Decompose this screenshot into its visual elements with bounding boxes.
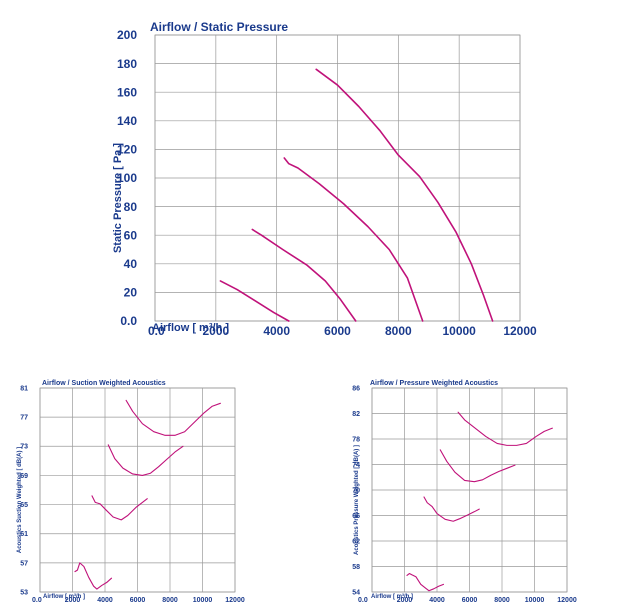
series-line-1 [406, 572, 445, 592]
y-tick-label: 77 [20, 415, 28, 422]
y-tick-label: 200 [117, 28, 137, 42]
y-tick-label: 86 [352, 385, 360, 392]
series-line-4 [457, 411, 553, 446]
y-tick-label: 82 [352, 411, 360, 418]
x-tick-label: 8000 [162, 597, 178, 603]
x-tick-label: 12000 [225, 597, 245, 603]
series-line-3 [107, 444, 184, 476]
x-tick-label: 6000 [462, 597, 478, 603]
x-tick-label: 6000 [324, 324, 351, 338]
series-line-1 [74, 562, 113, 590]
y-tick-label: 54 [352, 589, 360, 596]
x-axis-label: Airflow [ m³/h ] [152, 322, 229, 334]
y-tick-label: 70 [352, 487, 360, 494]
y-tick-label: 100 [117, 171, 137, 185]
series-line-1 [219, 280, 290, 322]
x-tick-label: 0.0 [148, 324, 165, 338]
chart-title: Airflow / Static Pressure [150, 20, 288, 34]
y-tick-label: 20 [124, 286, 138, 300]
x-tick-label: 4000 [263, 324, 290, 338]
series-line-3 [439, 449, 516, 483]
y-tick-label: 140 [117, 114, 137, 128]
main-chart: 0.0 2000 4000 6000 8000 10000 12000 0.0 20 40 60 80… [112, 20, 537, 338]
y-tick-label: 58 [352, 564, 360, 571]
x-tick-label: 10000 [442, 324, 476, 338]
y-tick-label: 0.0 [120, 314, 137, 328]
y-tick-label: 61 [20, 531, 28, 538]
y-tick-label: 62 [352, 538, 360, 545]
series-line-3 [283, 157, 424, 322]
y-axis-label: Acoustics Pressure Weighted [ dB(A) ] [354, 445, 360, 555]
y-tick-label: 160 [117, 85, 137, 99]
y-tick-label: 80 [124, 200, 138, 214]
x-tick-label: 12000 [557, 597, 577, 603]
plot-frame [39, 387, 236, 593]
x-axis-label: Airflow [ m³/h ] [43, 593, 85, 600]
y-tick-label: 65 [20, 502, 28, 509]
x-tick-label: 6000 [130, 597, 146, 603]
y-tick-label: 53 [20, 589, 28, 596]
y-tick-label: 73 [20, 444, 28, 451]
x-tick-label: 2000 [65, 597, 81, 603]
chart-title: Airflow / Suction Weighted Acoustics [42, 380, 166, 387]
x-tick-label: 0.0 [358, 597, 368, 603]
y-tick-label: 81 [20, 385, 28, 392]
series-line-2 [91, 495, 148, 521]
pressure-chart: 0.0 2000 4000 6000 8000 10000 12000 54 58 62 66 70 7… [352, 380, 577, 603]
series-line-4 [125, 399, 221, 436]
series-line-2 [423, 496, 480, 522]
x-tick-label: 12000 [503, 324, 537, 338]
x-tick-label: 10000 [193, 597, 213, 603]
x-tick-label: 4000 [97, 597, 113, 603]
x-axis-label: Airflow [ m³/h ] [371, 593, 413, 600]
suction-chart: 0.0 2000 4000 6000 8000 10000 12000 53 57 61 65 69 7… [17, 380, 245, 603]
y-axis-label: Static Pressure [ Pa ] [112, 143, 124, 253]
series-line-4 [315, 68, 494, 322]
series-line-2 [251, 228, 357, 322]
x-tick-label: 0.0 [32, 597, 42, 603]
x-tick-label: 8000 [494, 597, 510, 603]
y-tick-label: 57 [20, 560, 28, 567]
x-tick-label: 2000 [202, 324, 229, 338]
y-tick-label: 69 [20, 473, 28, 480]
x-tick-label: 2000 [397, 597, 413, 603]
plot-frame [154, 34, 521, 322]
plot-frame [371, 387, 568, 593]
y-tick-label: 60 [124, 228, 138, 242]
y-tick-label: 180 [117, 57, 137, 71]
y-tick-label: 66 [352, 513, 360, 520]
y-tick-label: 120 [117, 143, 137, 157]
y-tick-label: 40 [124, 257, 138, 271]
x-tick-label: 4000 [429, 597, 445, 603]
y-tick-label: 78 [352, 436, 360, 443]
x-tick-label: 8000 [385, 324, 412, 338]
chart-title: Airflow / Pressure Weighted Acoustics [370, 380, 498, 387]
y-tick-label: 74 [352, 462, 360, 469]
y-axis-label: Acoustics Suction Weighted [ dB(A) ] [17, 447, 23, 553]
x-tick-label: 10000 [525, 597, 545, 603]
